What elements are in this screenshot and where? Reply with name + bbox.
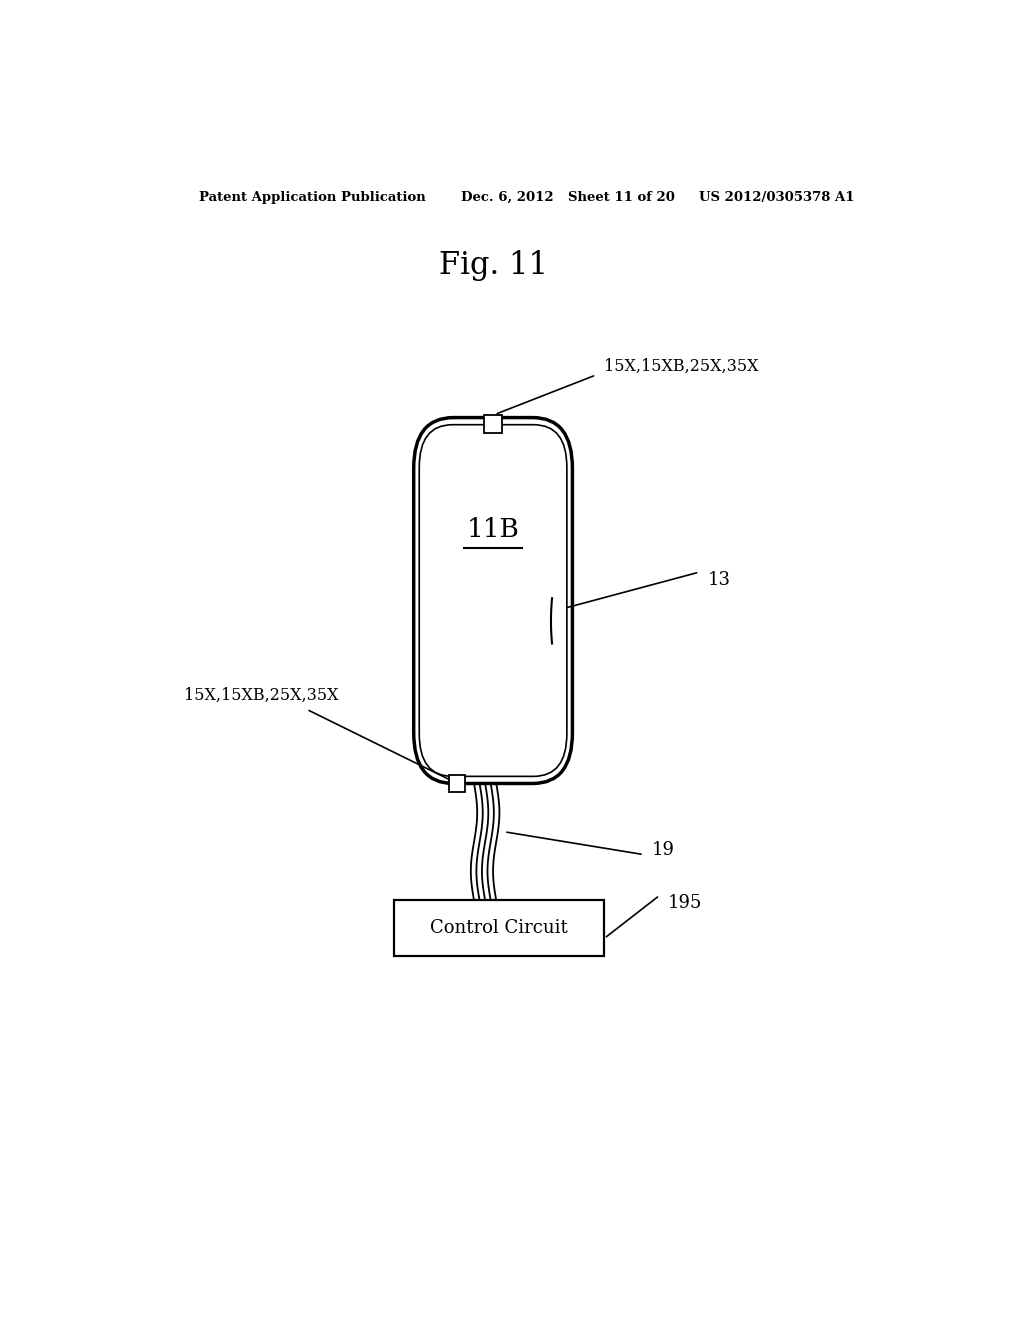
Text: 13: 13 bbox=[708, 572, 730, 589]
Text: Patent Application Publication: Patent Application Publication bbox=[200, 190, 426, 203]
Text: 11B: 11B bbox=[467, 517, 519, 543]
Text: Dec. 6, 2012: Dec. 6, 2012 bbox=[461, 190, 554, 203]
Text: Fig. 11: Fig. 11 bbox=[438, 249, 548, 281]
Bar bbox=[450, 775, 465, 792]
FancyBboxPatch shape bbox=[414, 417, 572, 784]
Bar bbox=[394, 900, 604, 956]
Text: 195: 195 bbox=[668, 895, 702, 912]
Text: 15X,15XB,25X,35X: 15X,15XB,25X,35X bbox=[604, 358, 759, 375]
Text: 19: 19 bbox=[652, 841, 675, 858]
Text: US 2012/0305378 A1: US 2012/0305378 A1 bbox=[699, 190, 855, 203]
Text: 15X,15XB,25X,35X: 15X,15XB,25X,35X bbox=[183, 686, 338, 704]
FancyBboxPatch shape bbox=[419, 425, 567, 776]
Text: Control Circuit: Control Circuit bbox=[430, 919, 568, 937]
Text: Sheet 11 of 20: Sheet 11 of 20 bbox=[568, 190, 675, 203]
Bar bbox=[484, 414, 502, 433]
